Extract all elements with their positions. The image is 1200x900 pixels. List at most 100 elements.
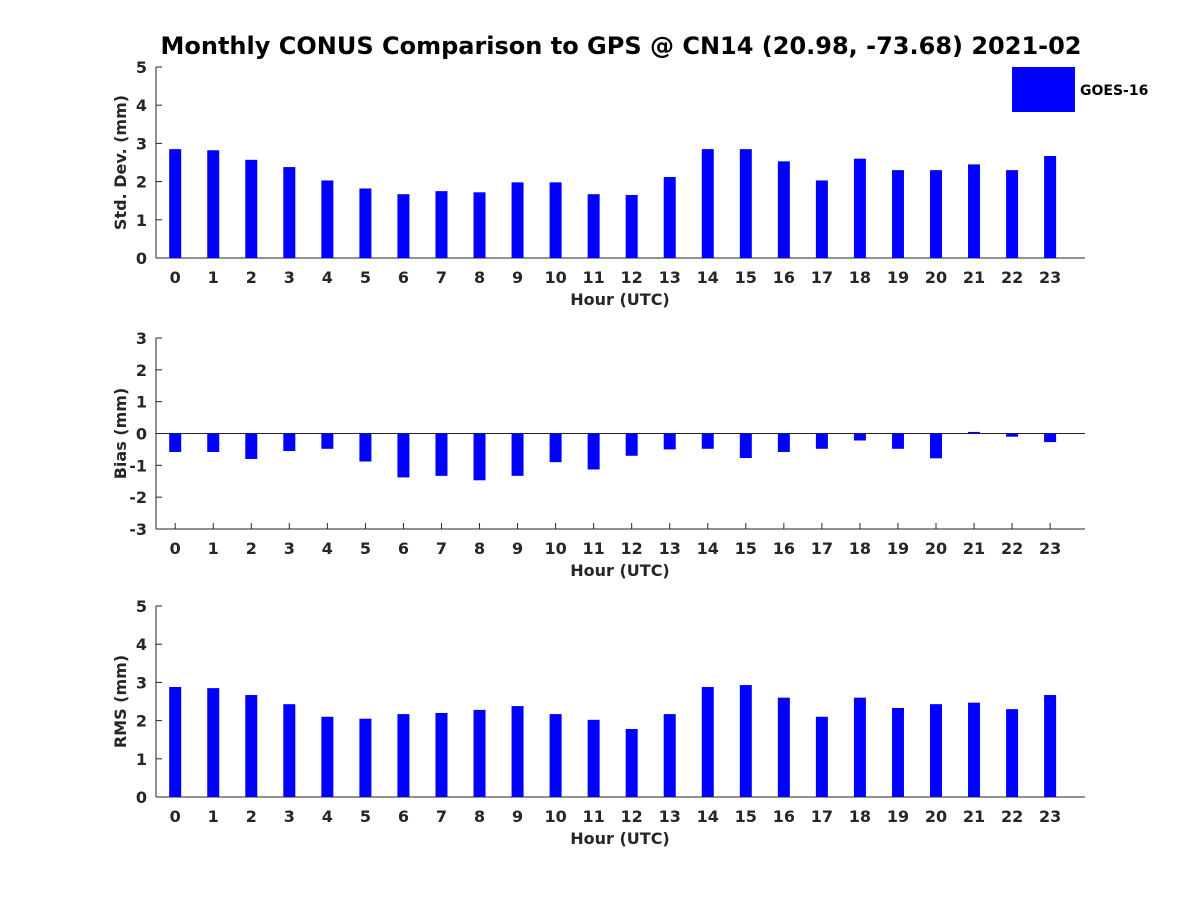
bias-bar bbox=[853, 433, 866, 441]
rms-bar bbox=[587, 719, 600, 797]
std-xtick-label: 21 bbox=[963, 268, 985, 287]
bias-bar bbox=[435, 433, 448, 476]
std-ytick-label: 3 bbox=[136, 134, 147, 153]
rms-xlabel: Hour (UTC) bbox=[570, 829, 670, 848]
std-xlabel: Hour (UTC) bbox=[570, 290, 670, 309]
rms-bar bbox=[625, 729, 638, 797]
std-bar bbox=[739, 149, 752, 258]
rms-xtick-label: 12 bbox=[621, 807, 643, 826]
bias-bar bbox=[283, 433, 296, 452]
rms-xtick-label: 17 bbox=[811, 807, 833, 826]
rms-xtick-label: 11 bbox=[583, 807, 605, 826]
std-xtick-label: 12 bbox=[621, 268, 643, 287]
bias-ytick-label: 2 bbox=[136, 361, 147, 380]
bias-bar bbox=[968, 431, 981, 434]
bias-bar bbox=[625, 433, 638, 456]
bias-bar bbox=[321, 433, 334, 449]
rms-xtick-label: 10 bbox=[544, 807, 566, 826]
std-bar bbox=[321, 180, 334, 258]
legend-swatch bbox=[1012, 67, 1075, 112]
bias-xtick-label: 5 bbox=[360, 539, 371, 558]
bias-xtick-label: 19 bbox=[887, 539, 909, 558]
rms-xtick-label: 23 bbox=[1039, 807, 1061, 826]
rms-bar bbox=[1006, 709, 1019, 797]
std-xtick-label: 17 bbox=[811, 268, 833, 287]
rms-xtick-label: 1 bbox=[208, 807, 219, 826]
rms-bar bbox=[968, 702, 981, 797]
std-xtick-label: 1 bbox=[208, 268, 219, 287]
rms-bar bbox=[549, 714, 562, 797]
std-xtick-label: 18 bbox=[849, 268, 871, 287]
rms-xtick-label: 6 bbox=[398, 807, 409, 826]
bias-bar bbox=[397, 433, 410, 478]
rms-xtick-label: 13 bbox=[659, 807, 681, 826]
rms-xtick-label: 18 bbox=[849, 807, 871, 826]
bias-xtick-label: 8 bbox=[474, 539, 485, 558]
std-xtick-label: 4 bbox=[322, 268, 333, 287]
rms-xtick-label: 3 bbox=[284, 807, 295, 826]
bias-bar bbox=[777, 433, 790, 452]
rms-bar bbox=[511, 706, 524, 797]
std-bar bbox=[245, 159, 258, 258]
rms-bar bbox=[663, 714, 676, 797]
rms-xtick-label: 8 bbox=[474, 807, 485, 826]
std-xtick-label: 13 bbox=[659, 268, 681, 287]
bias-ytick-label: 3 bbox=[136, 329, 147, 348]
bias-xtick-label: 2 bbox=[246, 539, 257, 558]
bias-bar bbox=[549, 433, 562, 463]
bias-xtick-label: 9 bbox=[512, 539, 523, 558]
legend-label: GOES-16 bbox=[1080, 83, 1148, 99]
rms-bar bbox=[777, 697, 790, 797]
bias-xtick-label: 22 bbox=[1001, 539, 1023, 558]
bias-xtick-label: 10 bbox=[544, 539, 566, 558]
bias-bar bbox=[587, 433, 600, 470]
rms-xtick-label: 20 bbox=[925, 807, 947, 826]
bias-bar bbox=[473, 433, 486, 481]
rms-bar bbox=[359, 718, 372, 797]
bias-xtick-label: 23 bbox=[1039, 539, 1061, 558]
std-xtick-label: 3 bbox=[284, 268, 295, 287]
std-ytick-label: 4 bbox=[136, 96, 147, 115]
std-xtick-label: 23 bbox=[1039, 268, 1061, 287]
bias-xtick-label: 13 bbox=[659, 539, 681, 558]
rms-xtick-label: 22 bbox=[1001, 807, 1023, 826]
bias-ytick-label: 0 bbox=[136, 425, 147, 444]
bias-ytick-label: -1 bbox=[129, 456, 147, 475]
std-xtick-label: 2 bbox=[246, 268, 257, 287]
std-ytick-label: 5 bbox=[136, 58, 147, 77]
bias-ytick-label: -2 bbox=[129, 488, 147, 507]
bias-bar bbox=[739, 433, 752, 459]
rms-ytick-label: 3 bbox=[136, 673, 147, 692]
std-bar bbox=[930, 170, 942, 258]
std-bar bbox=[549, 182, 562, 258]
std-xtick-label: 11 bbox=[583, 268, 605, 287]
bias-xtick-label: 3 bbox=[284, 539, 295, 558]
std-bar bbox=[968, 164, 981, 258]
std-bar bbox=[359, 188, 372, 258]
std-bar bbox=[169, 149, 182, 258]
bias-ytick-label: -3 bbox=[129, 520, 147, 539]
rms-ytick-label: 2 bbox=[136, 712, 147, 731]
std-bar bbox=[283, 167, 296, 258]
bias-ylabel: Bias (mm) bbox=[111, 388, 130, 480]
bias-xtick-label: 4 bbox=[322, 539, 333, 558]
rms-xtick-label: 14 bbox=[697, 807, 719, 826]
bias-xtick-label: 6 bbox=[398, 539, 409, 558]
rms-xtick-label: 16 bbox=[773, 807, 795, 826]
bias-xtick-label: 18 bbox=[849, 539, 871, 558]
bias-xtick-label: 20 bbox=[925, 539, 947, 558]
bias-xtick-label: 12 bbox=[621, 539, 643, 558]
bias-bar bbox=[701, 433, 714, 449]
std-xtick-label: 16 bbox=[773, 268, 795, 287]
std-xtick-label: 15 bbox=[735, 268, 757, 287]
std-xtick-label: 6 bbox=[398, 268, 409, 287]
rms-ytick-label: 0 bbox=[136, 788, 147, 807]
bias-xtick-label: 14 bbox=[697, 539, 719, 558]
rms-xtick-label: 4 bbox=[322, 807, 333, 826]
bias-xtick-label: 17 bbox=[811, 539, 833, 558]
rms-bar bbox=[207, 688, 220, 797]
